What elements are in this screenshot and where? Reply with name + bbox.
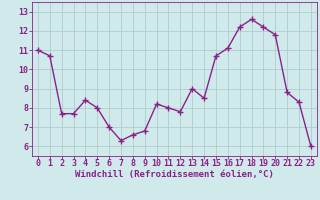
X-axis label: Windchill (Refroidissement éolien,°C): Windchill (Refroidissement éolien,°C)	[75, 170, 274, 179]
